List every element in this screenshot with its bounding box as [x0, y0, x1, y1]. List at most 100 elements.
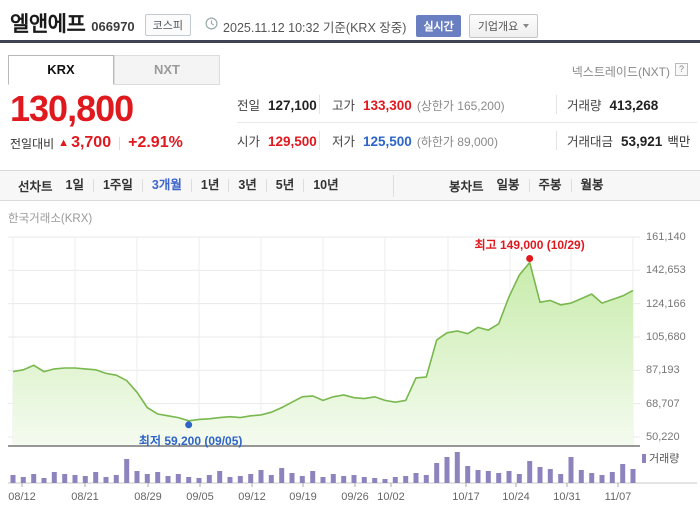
volume-bar	[10, 475, 16, 483]
x-axis-label: 09/26	[341, 491, 369, 503]
period-button-3년[interactable]: 3년	[228, 179, 265, 192]
volume-bar	[196, 478, 202, 483]
volume-bar	[289, 473, 295, 483]
period-button-1일[interactable]: 1일	[65, 178, 84, 192]
candle-button-주봉[interactable]: 주봉	[528, 179, 571, 192]
nextrade-link[interactable]: 넥스트레이드(NXT)	[571, 65, 670, 79]
quote-timestamp: 2025.11.12 10:32 기준(KRX 장중)	[223, 17, 406, 36]
y-axis-label: 50,220	[646, 431, 680, 443]
lower-limit: (하한가 89,000)	[416, 135, 498, 149]
tab-krx[interactable]: KRX	[8, 55, 114, 85]
volume-bar	[485, 471, 491, 483]
high-annotation: 최고 149,000 (10/29)	[474, 238, 585, 253]
period-button-1년[interactable]: 1년	[190, 179, 228, 192]
candle-chart-label: 봉차트	[449, 180, 484, 194]
volume-bar	[547, 469, 553, 483]
change-value: 3,700	[71, 134, 112, 151]
volume-bar	[558, 474, 564, 483]
candle-button-월봉[interactable]: 월봉	[570, 179, 613, 192]
volume-bar	[630, 469, 636, 483]
volume-bar	[134, 471, 140, 483]
prev-close-value: 127,100	[268, 98, 317, 113]
table-row: 시가 129,500 저가 125,500 (하한가 89,000) 거래대금 53,9…	[237, 124, 697, 157]
volume-bar	[506, 471, 512, 483]
volume-bar	[496, 473, 502, 483]
period-button-10년[interactable]: 10년	[303, 179, 347, 192]
candle-buttons: 일봉 주봉 월봉	[488, 179, 613, 192]
realtime-badge[interactable]: 실시간	[416, 14, 461, 37]
price-volume-chart	[8, 236, 697, 487]
volume-label: 거래량	[567, 99, 602, 113]
prev-close-label: 전일	[237, 99, 261, 113]
price-area-fill	[13, 262, 633, 446]
volume-bar	[248, 474, 254, 483]
volume-bar	[144, 474, 150, 483]
volume-bar	[72, 475, 78, 483]
company-overview-button[interactable]: 기업개요	[468, 13, 539, 38]
open-value: 129,500	[268, 134, 317, 149]
volume-bar	[361, 477, 367, 483]
volume-bar	[620, 464, 626, 483]
y-axis-label: 161,140	[646, 231, 686, 243]
line-chart-controls: 선차트 1일 1주일 3개월 1년 3년 5년 10년	[18, 171, 348, 200]
volume-bar	[330, 474, 336, 483]
volume-bar	[279, 468, 285, 483]
quote-summary-table: 전일 127,100 고가 133,300 (상한가 165,200) 거래량 413,…	[237, 88, 697, 157]
x-axis-label: 10/17	[452, 491, 480, 503]
turnover-unit: 백만	[667, 135, 691, 149]
volume-bar	[423, 475, 429, 483]
market-badge: 코스피	[144, 14, 192, 36]
volume-bar	[175, 474, 181, 483]
exchange-label: 한국거래소(KRX)	[8, 213, 93, 225]
help-icon[interactable]: ?	[675, 63, 688, 76]
quote-time: 2025.11.12 10:32	[223, 20, 320, 35]
volume-bar	[568, 457, 574, 483]
price-change-row: 전일대비 ▲ 3,700 +2.91%	[10, 134, 183, 152]
chevron-down-icon	[523, 23, 530, 28]
low-value: 125,500	[363, 134, 412, 149]
volume-bar	[124, 459, 130, 483]
x-axis-label: 08/12	[8, 491, 36, 503]
volume-bar	[351, 475, 357, 483]
change-percent: +2.91%	[128, 134, 183, 151]
upper-limit: (상한가 165,200)	[416, 99, 505, 113]
candle-chart-controls: 봉차트 일봉 주봉 월봉	[449, 171, 613, 200]
high-point-dot	[526, 254, 534, 262]
volume-bar	[103, 477, 109, 483]
volume-bar	[165, 476, 171, 483]
period-buttons: 1일 1주일 3개월 1년 3년 5년 10년	[57, 179, 348, 192]
x-axis-label: 10/31	[553, 491, 581, 503]
period-button-1주일[interactable]: 1주일	[92, 179, 142, 192]
volume-legend-label: 거래량	[649, 453, 680, 465]
turnover-value: 53,921	[621, 134, 663, 149]
volume-bar	[113, 475, 119, 483]
up-arrow-icon: ▲	[58, 137, 70, 149]
x-axis-label: 08/21	[71, 491, 99, 503]
x-axis-label: 08/29	[134, 491, 162, 503]
volume-bar	[372, 478, 378, 483]
turnover-label: 거래대금	[567, 135, 614, 149]
volume-legend-icon	[642, 453, 646, 463]
line-chart-label: 선차트	[18, 180, 53, 194]
tab-nxt[interactable]: NXT	[114, 55, 220, 85]
volume-bar	[599, 475, 605, 483]
volume-bar	[82, 476, 88, 483]
volume-legend: 거래량	[642, 450, 679, 466]
volume-bar	[413, 473, 419, 483]
header-divider	[0, 40, 700, 43]
x-axis-label: 10/24	[502, 491, 530, 503]
period-button-3개월[interactable]: 3개월	[141, 179, 191, 192]
controls-divider	[393, 175, 394, 197]
volume-bar	[62, 474, 68, 483]
volume-bar	[589, 473, 595, 483]
x-axis-label: 10/02	[377, 491, 405, 503]
x-axis-label: 09/12	[238, 491, 266, 503]
high-label: 고가	[332, 99, 356, 113]
volume-bar	[217, 471, 223, 483]
candle-button-일봉[interactable]: 일봉	[496, 178, 520, 192]
period-button-5년[interactable]: 5년	[265, 179, 303, 192]
volume-bar	[434, 463, 440, 483]
volume-bar	[578, 470, 584, 483]
open-label: 시가	[237, 135, 261, 149]
